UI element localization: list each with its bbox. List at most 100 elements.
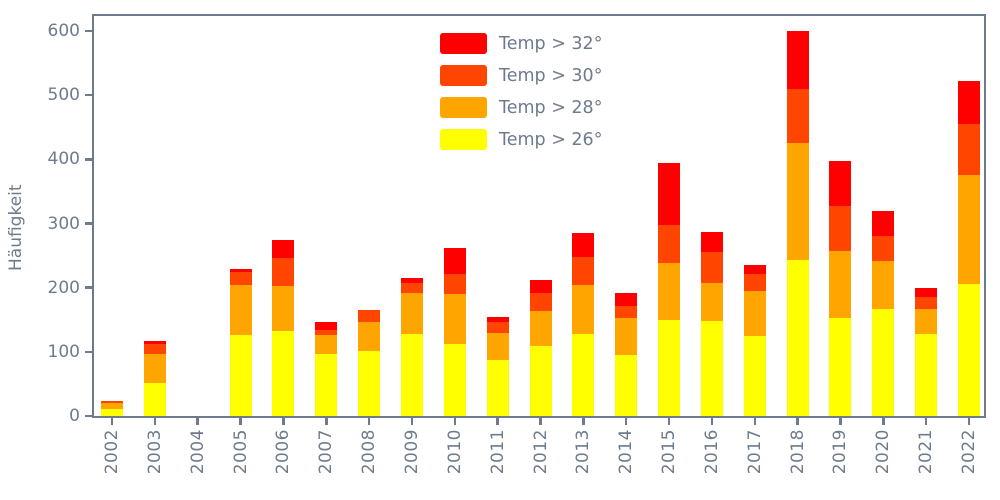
- bar-segment-2005-28deg: [229, 285, 252, 335]
- bar-segment-2005-32deg: [229, 269, 252, 273]
- x-axis-tick: [282, 418, 285, 425]
- bar-segment-2005-30deg: [229, 272, 252, 286]
- bar-segment-2018-26deg: [786, 260, 809, 416]
- x-axis-tick: [110, 418, 114, 425]
- legend-label: Temp > 26°: [499, 129, 603, 150]
- y-axis-tick-label: 300: [47, 213, 80, 234]
- bar-segment-2013-30deg: [572, 256, 595, 286]
- bar-segment-2020-26deg: [872, 308, 895, 416]
- x-axis-tick: [667, 418, 671, 425]
- legend-color-patch: [440, 97, 487, 118]
- bar-segment-2007-32deg: [315, 321, 338, 331]
- bar-segment-2013-26deg: [572, 333, 595, 416]
- bar-segment-2008-28deg: [358, 321, 381, 351]
- bar-segment-2007-26deg: [315, 353, 338, 416]
- plot-area: Temp > 32° Temp > 30° Temp > 28° Temp > 26°…: [48, 14, 986, 474]
- bar-segment-2020-30deg: [872, 235, 895, 261]
- bar-segment-2005-26deg: [229, 334, 252, 416]
- bar-2011: [486, 316, 509, 416]
- bar-segment-2018-30deg: [786, 89, 809, 144]
- x-axis-tick-label: 2005: [230, 429, 251, 475]
- legend-row-26deg: Temp > 26°: [440, 129, 602, 150]
- bar-segment-2009-26deg: [400, 333, 423, 416]
- bar-segment-2006-28deg: [272, 286, 295, 332]
- x-axis-tick: [624, 418, 628, 425]
- x-axis-tick: [367, 418, 371, 425]
- x-axis-tick: [453, 418, 457, 425]
- bar-2006: [272, 239, 295, 416]
- bar-segment-2003-32deg: [143, 340, 166, 345]
- bar-segment-2022-26deg: [958, 283, 980, 416]
- bar-segment-2006-30deg: [272, 257, 295, 287]
- y-axis-tick-label: 100: [47, 341, 80, 362]
- bar-segment-2015-28deg: [658, 262, 681, 321]
- bar-2014: [615, 292, 638, 416]
- x-axis-tick-label: 2009: [401, 429, 422, 475]
- bar-segment-2011-28deg: [486, 333, 509, 360]
- bar-2012: [529, 279, 552, 416]
- bar-segment-2017-32deg: [743, 265, 766, 274]
- x-axis-tick-label: 2015: [659, 429, 680, 475]
- x-axis-tick: [710, 418, 714, 425]
- bar-segment-2012-26deg: [529, 346, 552, 416]
- bar-segment-2015-30deg: [658, 224, 681, 263]
- bar-segment-2010-26deg: [443, 344, 466, 416]
- bar-2003: [143, 340, 166, 416]
- x-axis-tick-label: 2020: [873, 429, 894, 475]
- bar-segment-2019-28deg: [829, 251, 852, 318]
- x-axis-tick-label: 2007: [316, 429, 337, 475]
- bar-segment-2011-30deg: [486, 321, 509, 334]
- bar-segment-2016-28deg: [700, 282, 723, 322]
- x-axis-tick-label: 2003: [144, 429, 165, 475]
- legend-label: Temp > 28°: [499, 97, 603, 118]
- bar-2017: [743, 265, 766, 416]
- x-axis-tick-label: 2016: [701, 429, 722, 475]
- bar-segment-2022-32deg: [958, 81, 980, 125]
- x-axis-tick-label: 2021: [916, 429, 937, 475]
- bar-segment-2011-32deg: [486, 316, 509, 322]
- bar-segment-2002-30deg: [101, 401, 123, 404]
- bar-segment-2022-30deg: [958, 124, 980, 176]
- y-axis-tick: [85, 93, 92, 97]
- x-axis-tick: [496, 418, 499, 425]
- x-axis-tick: [796, 418, 799, 425]
- x-axis-tick: [410, 418, 414, 425]
- y-axis-tick: [85, 286, 92, 289]
- y-axis-tick: [85, 350, 92, 354]
- bar-segment-2010-30deg: [443, 274, 466, 295]
- bar-segment-2021-26deg: [915, 333, 938, 416]
- bar-2009: [400, 278, 423, 416]
- bar-segment-2014-32deg: [615, 292, 638, 306]
- bar-segment-2008-30deg: [358, 309, 381, 322]
- x-axis-tick: [539, 418, 542, 425]
- legend-label: Temp > 32°: [499, 33, 603, 54]
- bar-2019: [829, 160, 852, 416]
- bar-2022: [958, 81, 980, 416]
- y-axis-tick: [85, 29, 92, 33]
- bar-segment-2015-26deg: [658, 320, 681, 416]
- bar-segment-2003-30deg: [143, 344, 166, 355]
- x-axis-tick-label: 2006: [273, 429, 294, 475]
- legend: Temp > 32° Temp > 30° Temp > 28° Temp > 26°: [440, 33, 602, 161]
- legend-color-patch: [440, 65, 487, 86]
- bar-2020: [872, 210, 895, 416]
- bar-segment-2013-32deg: [572, 232, 595, 257]
- x-axis-tick: [753, 418, 756, 425]
- x-axis-tick: [967, 418, 971, 425]
- bar-segment-2016-26deg: [700, 321, 723, 416]
- bar-2018: [786, 31, 809, 416]
- y-axis-tick-label: 0: [69, 406, 80, 426]
- bar-segment-2017-28deg: [743, 290, 766, 336]
- y-axis-tick: [85, 222, 92, 225]
- legend-row-30deg: Temp > 30°: [440, 65, 602, 86]
- bar-segment-2014-26deg: [615, 355, 638, 416]
- bar-segment-2002-26deg: [101, 408, 123, 416]
- bar-segment-2020-28deg: [872, 260, 895, 309]
- bar-2016: [700, 232, 723, 416]
- bar-segment-2008-26deg: [358, 350, 381, 416]
- x-axis-tick-label: 2008: [359, 429, 380, 475]
- x-axis-tick-label: 2014: [616, 429, 637, 475]
- legend-row-32deg: Temp > 32°: [440, 33, 602, 54]
- bar-segment-2021-28deg: [915, 308, 938, 334]
- bar-segment-2003-28deg: [143, 354, 166, 383]
